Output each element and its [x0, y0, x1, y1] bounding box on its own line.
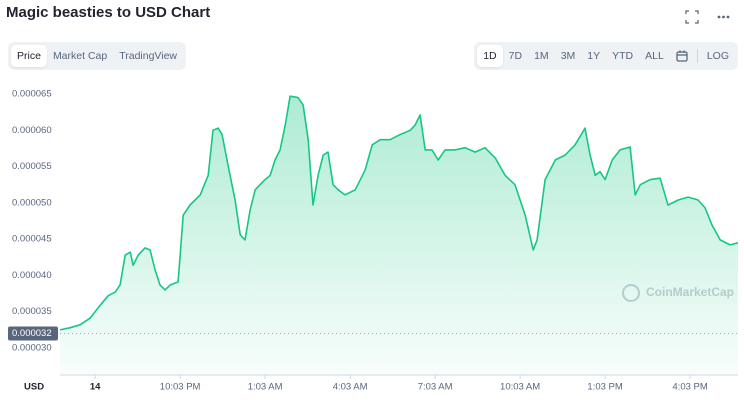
x-tick-label: 4:03 AM — [333, 382, 368, 393]
range-button[interactable]: YTD — [612, 50, 634, 62]
calendar-icon — [676, 50, 688, 62]
fullscreen-icon — [685, 10, 699, 24]
y-tick-label: 0.000065 — [12, 89, 52, 100]
open-price-box — [8, 326, 58, 341]
range-button[interactable]: ALL — [645, 50, 664, 62]
log-button[interactable]: LOG — [706, 50, 729, 62]
y-tick-label: 0.000030 — [12, 343, 52, 354]
more-icon — [717, 15, 730, 19]
x-axis-label: USD — [24, 382, 44, 393]
y-tick-label: 0.000045 — [12, 234, 52, 245]
y-tick-label: 0.000060 — [12, 125, 52, 136]
y-tick-label: 0.000035 — [12, 306, 52, 317]
y-tick-label: 0.000055 — [12, 161, 52, 172]
tab-group: Price Market Cap TradingView — [8, 42, 186, 70]
x-tick-label: 7:03 AM — [418, 382, 453, 393]
calendar-button[interactable] — [670, 45, 694, 67]
range-group: 1D 7D 1M 3M 1Y YTD ALL LOG — [474, 42, 738, 70]
x-tick-label: 1:03 AM — [248, 382, 283, 393]
range-button[interactable]: 1Y — [587, 50, 601, 62]
divider — [696, 49, 698, 63]
x-tick-label: 10:03 PM — [160, 382, 201, 393]
tab[interactable]: TradingView — [119, 50, 177, 62]
x-tick-label: 10:03 AM — [500, 382, 540, 393]
range-button[interactable]: 7D — [508, 50, 523, 62]
range-button[interactable]: 3M — [560, 50, 576, 62]
watermark-logo — [622, 284, 640, 302]
price-area — [60, 96, 738, 375]
x-tick-label: 14 — [90, 382, 101, 393]
y-tick-label: 0.000040 — [12, 270, 52, 281]
chart-title: Magic beasties to USD Chart — [6, 4, 211, 21]
price-line — [59, 95, 739, 331]
x-tick-label: 1:03 PM — [587, 382, 622, 393]
tab[interactable]: Price — [11, 45, 47, 67]
range-button[interactable]: 1D — [477, 45, 503, 67]
x-tick-label: 4:03 PM — [672, 382, 707, 393]
range-button[interactable]: 1M — [534, 50, 549, 62]
y-tick-label: 0.000050 — [12, 197, 52, 208]
watermark: CoinMarketCap — [646, 285, 734, 299]
open-price-label: 0.000032 — [12, 328, 52, 339]
tab[interactable]: Market Cap — [52, 50, 108, 62]
